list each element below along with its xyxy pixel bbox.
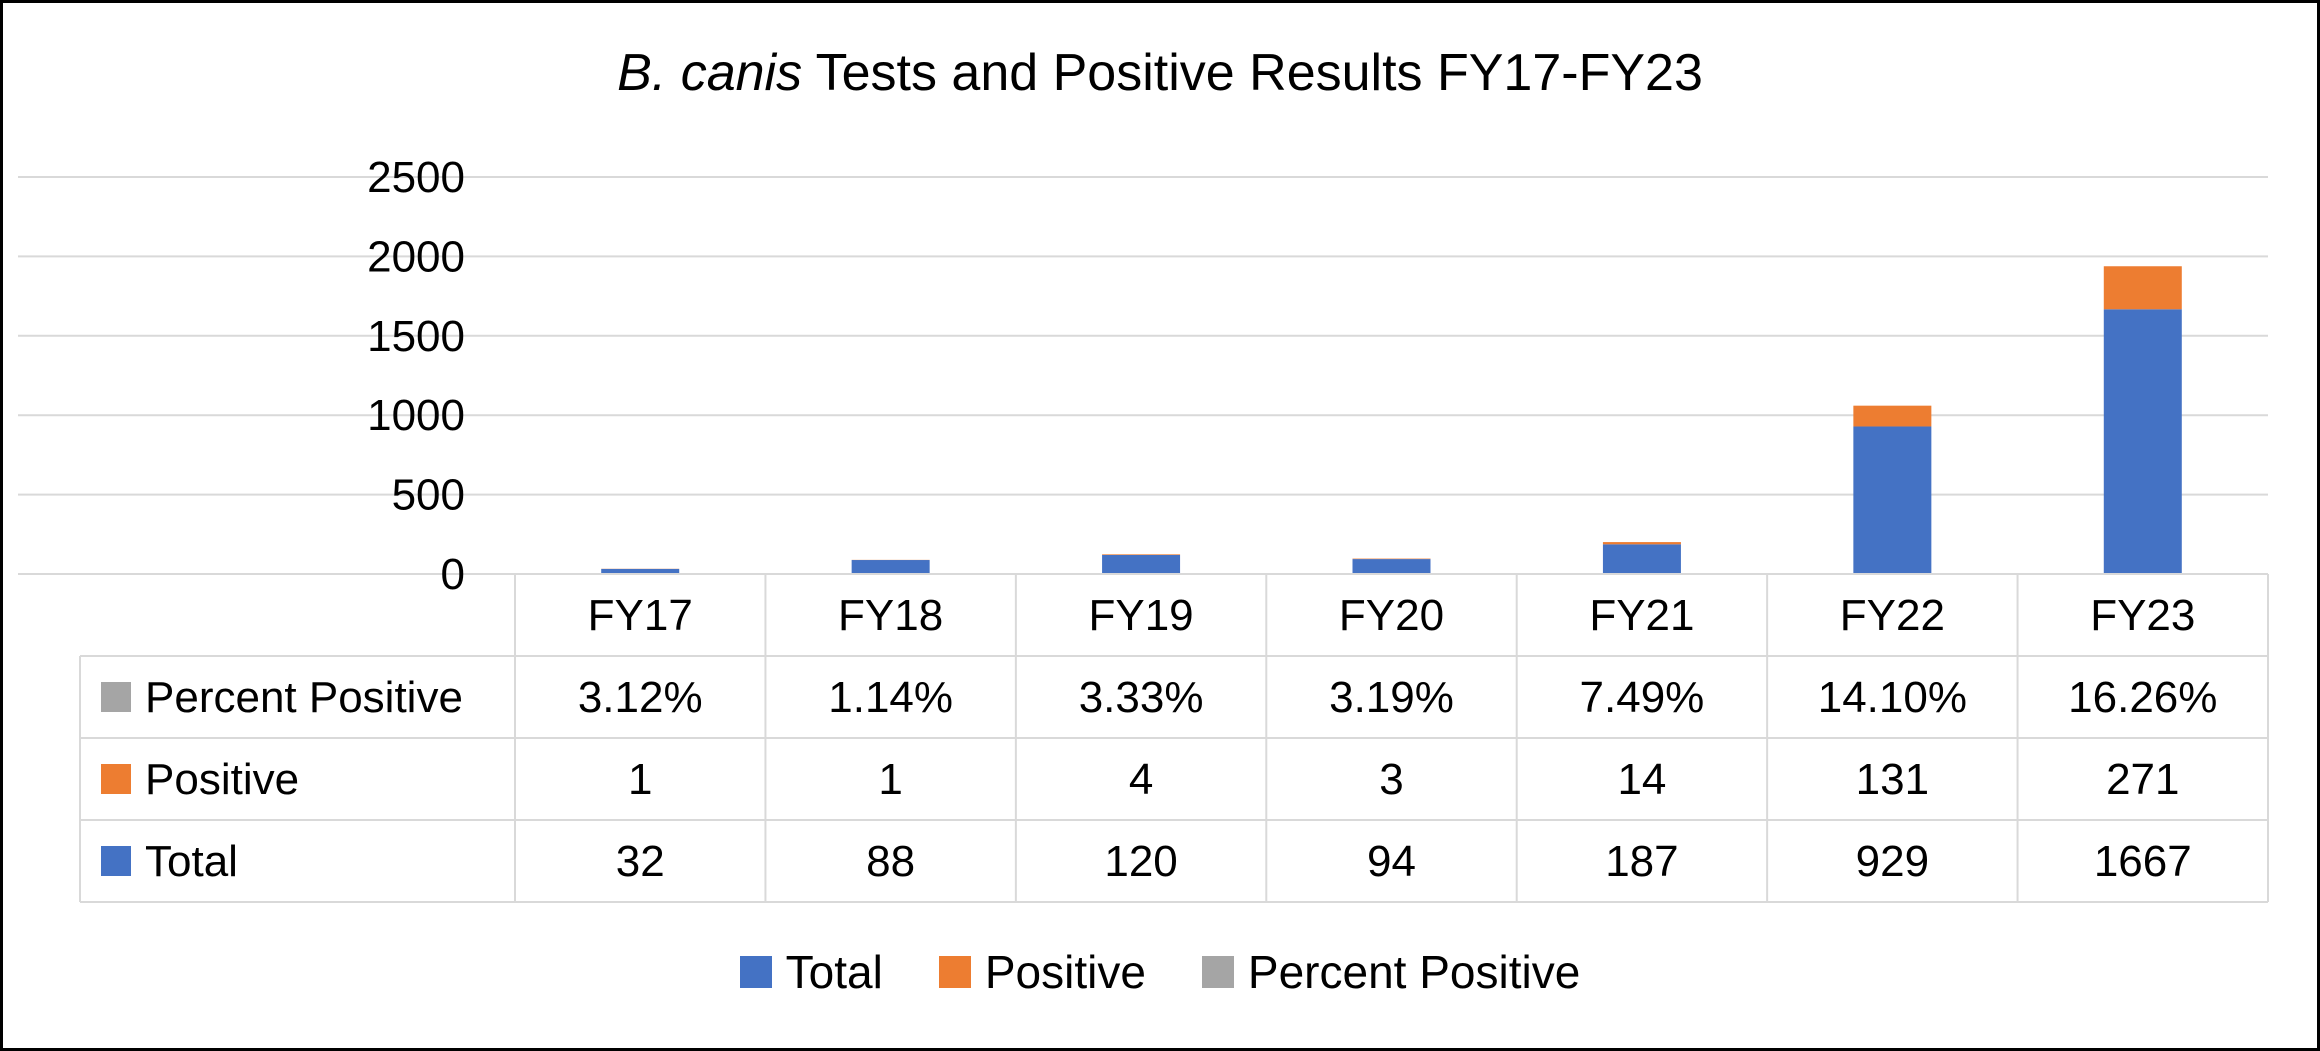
bar-total: [851, 560, 930, 574]
table-row-swatch: [101, 764, 131, 794]
x-category-label: FY22: [1840, 591, 1945, 640]
x-category-label: FY20: [1339, 591, 1444, 640]
bar-total: [1102, 554, 1181, 574]
table-cell: 14.10%: [1818, 673, 1967, 722]
table-cell: 3.19%: [1329, 673, 1454, 722]
table-row-label: Percent Positive: [145, 673, 463, 722]
table-cell: 32: [616, 837, 665, 886]
bar-total: [1853, 426, 1932, 574]
chart-plot: 0 500 1000 1500 2000 2500 FY17 FY18 FY19 FY20 FY21…: [18, 153, 2269, 903]
table-cell: 7.49%: [1580, 673, 1705, 722]
bar-total: [1352, 559, 1431, 574]
table-cell: 94: [1367, 837, 1416, 886]
bar-positive: [1102, 554, 1181, 555]
chart-title: B. canis Tests and Positive Results FY17…: [3, 41, 2317, 105]
bar-total: [2103, 309, 2182, 574]
table-cell: 4: [1129, 755, 1153, 804]
table-cell: 1.14%: [828, 673, 953, 722]
table-cell: 1667: [2094, 837, 2192, 886]
legend-swatch: [1201, 956, 1234, 988]
bar-positive: [1853, 405, 1932, 427]
chart-title-italic: B. canis: [617, 44, 803, 102]
table-cell: 271: [2106, 755, 2179, 804]
table-cell: 1: [878, 755, 902, 804]
table-row-label: Total: [145, 837, 238, 886]
chart-title-rest: Tests and Positive Results FY17-FY23: [802, 44, 1703, 102]
legend-swatch: [739, 956, 772, 988]
chart-legend: Total Positive Percent Positive: [3, 945, 2317, 999]
table-row-swatch: [101, 846, 131, 876]
bar-total: [1602, 544, 1681, 574]
table-cell: 3.12%: [578, 673, 703, 722]
y-tick-label: 2000: [367, 232, 465, 281]
bar-positive: [1602, 542, 1681, 545]
legend-item: Percent Positive: [1201, 945, 1581, 999]
y-tick-label: 1000: [367, 391, 465, 440]
x-category-label: FY18: [838, 591, 943, 640]
y-tick-label: 1500: [367, 312, 465, 361]
table-row-swatch: [101, 682, 131, 712]
y-tick-label: 2500: [367, 153, 465, 202]
y-tick-label: 0: [441, 550, 465, 599]
table-cell: 16.26%: [2068, 673, 2217, 722]
table-cell: 929: [1856, 837, 1929, 886]
legend-item: Total: [739, 945, 883, 999]
x-category-label: FY17: [588, 591, 693, 640]
legend-label: Total: [785, 946, 883, 998]
y-tick-label: 500: [392, 471, 465, 520]
legend-item: Positive: [938, 945, 1146, 999]
table-cell: 131: [1856, 755, 1929, 804]
legend-swatch: [938, 956, 971, 988]
x-category-label: FY19: [1088, 591, 1193, 640]
legend-label: Percent Positive: [1247, 946, 1581, 998]
x-category-label: FY21: [1589, 591, 1694, 640]
table-row-label: Positive: [145, 755, 299, 804]
legend-label: Positive: [984, 946, 1146, 998]
table-cell: 120: [1104, 837, 1177, 886]
table-cell: 3.33%: [1079, 673, 1204, 722]
table-cell: 187: [1605, 837, 1678, 886]
table-cell: 14: [1617, 755, 1666, 804]
table-cell: 1: [628, 755, 652, 804]
bar-total: [601, 568, 680, 574]
bar-positive: [2103, 266, 2182, 310]
table-cell: 3: [1379, 755, 1403, 804]
x-category-label: FY23: [2090, 591, 2195, 640]
table-cell: 88: [866, 837, 915, 886]
